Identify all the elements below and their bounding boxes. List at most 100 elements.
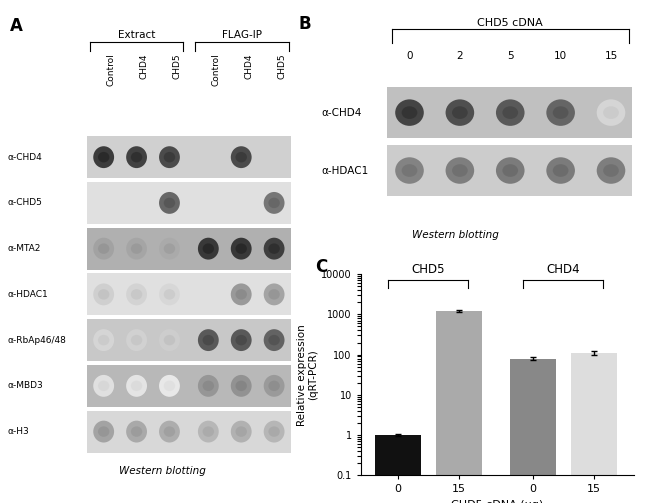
Ellipse shape bbox=[131, 289, 142, 300]
Ellipse shape bbox=[597, 157, 625, 184]
Bar bbox=[87, 410, 291, 453]
Bar bbox=[387, 87, 632, 138]
Bar bbox=[87, 319, 291, 361]
Ellipse shape bbox=[603, 164, 619, 177]
Ellipse shape bbox=[268, 289, 280, 300]
Text: α-HDAC1: α-HDAC1 bbox=[8, 290, 49, 299]
Ellipse shape bbox=[264, 329, 285, 351]
Ellipse shape bbox=[203, 335, 214, 346]
Ellipse shape bbox=[264, 421, 285, 443]
Ellipse shape bbox=[502, 164, 518, 177]
Ellipse shape bbox=[395, 100, 424, 126]
Text: α-HDAC1: α-HDAC1 bbox=[322, 165, 369, 176]
Text: Western blotting: Western blotting bbox=[411, 230, 499, 240]
Ellipse shape bbox=[496, 100, 525, 126]
Ellipse shape bbox=[198, 421, 219, 443]
Ellipse shape bbox=[546, 100, 575, 126]
Ellipse shape bbox=[552, 164, 569, 177]
Ellipse shape bbox=[164, 243, 176, 254]
Ellipse shape bbox=[126, 421, 147, 443]
Bar bbox=[571, 353, 617, 503]
Ellipse shape bbox=[131, 427, 142, 437]
Ellipse shape bbox=[164, 289, 176, 300]
Text: α-CHD4: α-CHD4 bbox=[322, 108, 362, 118]
Ellipse shape bbox=[159, 238, 180, 260]
Ellipse shape bbox=[164, 198, 176, 208]
Ellipse shape bbox=[164, 335, 176, 346]
Ellipse shape bbox=[98, 243, 109, 254]
Bar bbox=[387, 145, 632, 196]
Ellipse shape bbox=[159, 146, 180, 168]
Ellipse shape bbox=[198, 329, 219, 351]
Ellipse shape bbox=[159, 421, 180, 443]
Text: α-RbAp46/48: α-RbAp46/48 bbox=[8, 336, 67, 345]
Ellipse shape bbox=[597, 100, 625, 126]
Ellipse shape bbox=[93, 146, 114, 168]
Ellipse shape bbox=[235, 335, 247, 346]
Text: 2: 2 bbox=[456, 51, 463, 60]
Ellipse shape bbox=[98, 427, 109, 437]
Ellipse shape bbox=[496, 157, 525, 184]
Ellipse shape bbox=[264, 238, 285, 260]
Ellipse shape bbox=[264, 192, 285, 214]
Ellipse shape bbox=[131, 381, 142, 391]
Ellipse shape bbox=[235, 381, 247, 391]
Text: B: B bbox=[299, 15, 311, 33]
Ellipse shape bbox=[93, 238, 114, 260]
Ellipse shape bbox=[164, 381, 176, 391]
Bar bbox=[436, 311, 482, 503]
Text: α-MBD3: α-MBD3 bbox=[8, 381, 44, 390]
Text: CHD4: CHD4 bbox=[244, 53, 254, 78]
Ellipse shape bbox=[268, 198, 280, 208]
Ellipse shape bbox=[264, 375, 285, 397]
Ellipse shape bbox=[203, 427, 214, 437]
Bar bbox=[87, 182, 291, 224]
Ellipse shape bbox=[203, 243, 214, 254]
Ellipse shape bbox=[198, 238, 219, 260]
Ellipse shape bbox=[231, 421, 252, 443]
Ellipse shape bbox=[159, 329, 180, 351]
Ellipse shape bbox=[268, 335, 280, 346]
Ellipse shape bbox=[546, 157, 575, 184]
Text: α-MTA2: α-MTA2 bbox=[8, 244, 42, 253]
Text: CHD5: CHD5 bbox=[277, 53, 286, 78]
Text: Control: Control bbox=[107, 53, 116, 86]
Ellipse shape bbox=[126, 375, 147, 397]
Ellipse shape bbox=[93, 283, 114, 305]
Bar bbox=[510, 359, 556, 503]
Text: α-CHD5: α-CHD5 bbox=[8, 198, 43, 207]
Bar bbox=[87, 227, 291, 270]
Ellipse shape bbox=[93, 329, 114, 351]
Ellipse shape bbox=[159, 192, 180, 214]
Ellipse shape bbox=[402, 106, 417, 119]
Bar bbox=[87, 365, 291, 407]
Ellipse shape bbox=[235, 289, 247, 300]
Ellipse shape bbox=[159, 283, 180, 305]
Text: CHD4: CHD4 bbox=[547, 263, 580, 276]
Ellipse shape bbox=[552, 106, 569, 119]
Text: 10: 10 bbox=[554, 51, 567, 60]
Text: C: C bbox=[315, 258, 328, 276]
Text: CHD5: CHD5 bbox=[172, 53, 181, 78]
Text: 5: 5 bbox=[507, 51, 514, 60]
Ellipse shape bbox=[98, 152, 109, 162]
Bar bbox=[374, 435, 421, 503]
Ellipse shape bbox=[231, 146, 252, 168]
Ellipse shape bbox=[268, 427, 280, 437]
Text: α-CHD4: α-CHD4 bbox=[8, 153, 43, 161]
Bar bbox=[87, 273, 291, 315]
Ellipse shape bbox=[164, 427, 176, 437]
Ellipse shape bbox=[131, 335, 142, 346]
Text: Control: Control bbox=[211, 53, 220, 86]
Ellipse shape bbox=[235, 427, 247, 437]
Ellipse shape bbox=[98, 335, 109, 346]
Ellipse shape bbox=[164, 152, 176, 162]
X-axis label: CHD5 cDNA (μg): CHD5 cDNA (μg) bbox=[451, 500, 543, 503]
Y-axis label: Relative expression
(qRT-PCR): Relative expression (qRT-PCR) bbox=[296, 324, 318, 426]
Text: 15: 15 bbox=[604, 51, 617, 60]
Ellipse shape bbox=[131, 152, 142, 162]
Ellipse shape bbox=[93, 375, 114, 397]
Text: CHD5 cDNA: CHD5 cDNA bbox=[477, 18, 543, 28]
Text: FLAG-IP: FLAG-IP bbox=[222, 30, 262, 40]
Ellipse shape bbox=[502, 106, 518, 119]
